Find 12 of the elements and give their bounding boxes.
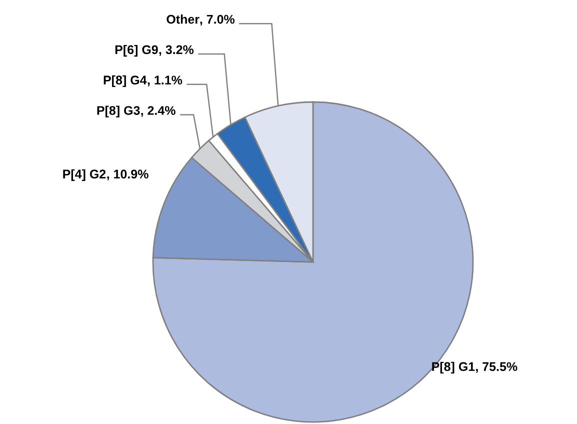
data-label: , 7.0% [200, 14, 235, 26]
slice-label: P[6] G9 [115, 44, 158, 57]
slice-label: P[4] G2 [63, 169, 106, 181]
slice-label: P[8] G4 [104, 75, 147, 87]
slice-label: P[8] G3 [97, 106, 140, 118]
data-label: , 2.4% [141, 106, 176, 117]
data-label: , 10.9% [107, 170, 148, 180]
data-label: , 75.5% [476, 362, 518, 373]
slice-label: P[8] G1 [432, 362, 475, 374]
data-label: , 1.1% [148, 76, 182, 86]
data-label: , 3.2% [159, 45, 194, 56]
slice-label: Other [166, 14, 200, 24]
